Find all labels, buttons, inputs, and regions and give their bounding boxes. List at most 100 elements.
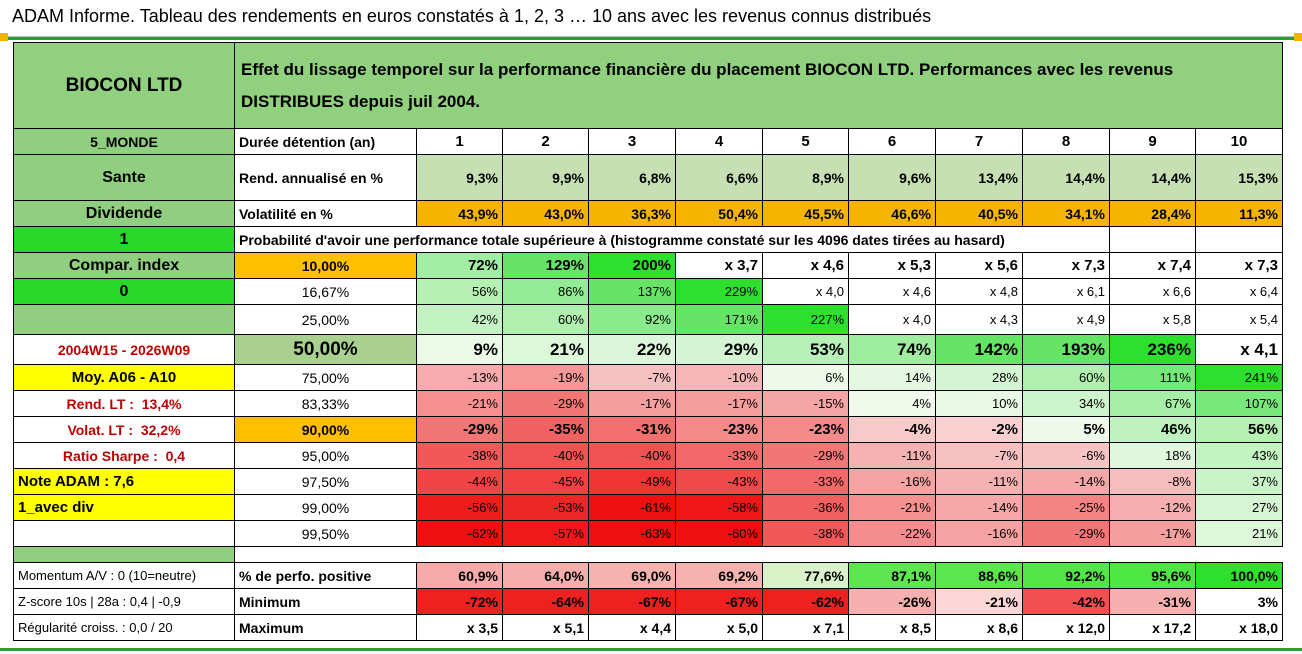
spacer-cell [417,547,503,563]
prob-value: -57% [502,520,589,547]
flag-value: 1 [13,226,235,253]
maximum-value: x 17,2 [1109,614,1196,641]
minimum-value: -42% [1022,588,1110,615]
prob-value: 137% [588,278,676,305]
prob-value: x 4,6 [762,252,849,279]
prob-value: x 4,0 [848,304,936,335]
prob-threshold: 25,00% [234,304,417,335]
prob-value: 4% [848,390,936,417]
header-row: BIOCON LTD Effet du lissage temporel sur … [13,42,1283,129]
prob-value: -14% [935,494,1023,521]
prob-row: 1_avec div 99,00% -56% -53% -61% -58% -36% -21%… [13,494,1283,521]
positive-value: 95,6% [1109,562,1196,589]
maximum-value: x 4,4 [588,614,676,641]
prob-threshold: 10,00% [234,252,417,279]
prob-value: 60% [1022,364,1110,391]
minimum-row: Z-score 10s | 28a : 0,4 | -0,9 Minimum -72… [13,588,1283,615]
prob-value: -7% [935,442,1023,469]
prob-value: -10% [675,364,763,391]
prob-value: -35% [502,416,589,443]
rend-value: 9,9% [502,154,589,201]
volat-value: 36,3% [588,200,676,227]
prob-value: x 4,0 [762,278,849,305]
side-cell [13,520,235,547]
prob-threshold: 99,00% [234,494,417,521]
divider [0,37,1302,40]
prob-value: 9% [416,334,503,365]
prob-value: 21% [1195,520,1283,547]
rend-value: 9,6% [848,154,936,201]
prob-value: -25% [1022,494,1110,521]
side-cell: Ratio Sharpe : 0,4 [13,442,235,469]
spacer-cell [589,547,676,563]
prob-threshold: 95,00% [234,442,417,469]
prob-value: 56% [1195,416,1283,443]
prob-value: -53% [502,494,589,521]
year-header: 7 [935,128,1023,155]
spacer-cell [1196,547,1283,563]
volat-value: 34,1% [1022,200,1110,227]
volat-value: 43,0% [502,200,589,227]
spacer-cell [1110,547,1196,563]
prob-value: x 7,3 [1022,252,1110,279]
prob-value: x 5,3 [848,252,936,279]
compar-label: Compar. index [13,252,235,279]
prob-row: 25,00% 42% 60% 92% 171% 227% x 4,0 x 4,3 x 4,9 x … [13,304,1283,335]
prob-value: 34% [1022,390,1110,417]
positive-row: Momentum A/V : 0 (10=neutre)% de perfo. … [13,562,1283,589]
sharpe-value: 0,4 [165,447,186,464]
minimum-value: -62% [762,588,849,615]
year-header: 2 [502,128,589,155]
rend-value: 6,6% [675,154,763,201]
prob-threshold: 90,00% [234,416,417,443]
minimum-value: -72% [416,588,503,615]
report-title: ADAM Informe. Tableau des rendements en … [12,6,932,26]
prob-value: 241% [1195,364,1283,391]
prob-value: 29% [675,334,763,365]
prob-value: 193% [1022,334,1110,365]
compar-value: 0 [13,278,235,305]
prob-value: -16% [848,468,936,495]
prob-threshold: 97,50% [234,468,417,495]
rend-label: Rend. annualisé en % [234,154,417,201]
prob-value: -6% [1022,442,1110,469]
prob-value: -21% [848,494,936,521]
prob-value: x 4,3 [935,304,1023,335]
prob-value: 27% [1195,494,1283,521]
minimum-value: 3% [1195,588,1283,615]
returns-table: BIOCON LTD Effet du lissage temporel sur … [13,42,1283,641]
prob-value: x 5,6 [935,252,1023,279]
sharpe-label: Ratio Sharpe : [62,447,158,464]
prob-row: Note ADAM : 7,6 97,50% -44% -45% -49% -43% -33… [13,468,1283,495]
prob-value: x 4,1 [1195,334,1283,365]
prob-value: -15% [762,390,849,417]
prob-value: -23% [675,416,763,443]
prob-value: -61% [588,494,676,521]
prob-value: -40% [588,442,676,469]
prob-value: 53% [762,334,849,365]
spacer-cell [936,547,1023,563]
prob-value: -29% [1022,520,1110,547]
prob-value: -4% [848,416,936,443]
rend-value: 8,9% [762,154,849,201]
prob-value: -17% [588,390,676,417]
type-label: Dividende [13,200,235,227]
prob-value: 229% [675,278,763,305]
prob-value: -19% [502,364,589,391]
prob-value: x 3,7 [675,252,763,279]
rend-value: 14,4% [1109,154,1196,201]
prob-threshold: 50,00% [234,334,417,365]
prob-value: -58% [675,494,763,521]
prob-threshold: 83,33% [234,390,417,417]
positive-value: 100,0% [1195,562,1283,589]
prob-row: 2004W15 - 2026W09 50,00% 9% 21% 22% 29% 53% 74%… [13,334,1283,365]
prob-value: x 4,9 [1022,304,1110,335]
side-cell: Volat. LT : 32,2% [13,416,235,443]
year-header: 1 [416,128,503,155]
prob-value: 18% [1109,442,1196,469]
prob-value: x 7,3 [1195,252,1283,279]
prob-value: x 5,8 [1109,304,1196,335]
prob-value: -29% [762,442,849,469]
empty-cell [1109,226,1196,253]
category-label: 5_MONDE [13,128,235,155]
